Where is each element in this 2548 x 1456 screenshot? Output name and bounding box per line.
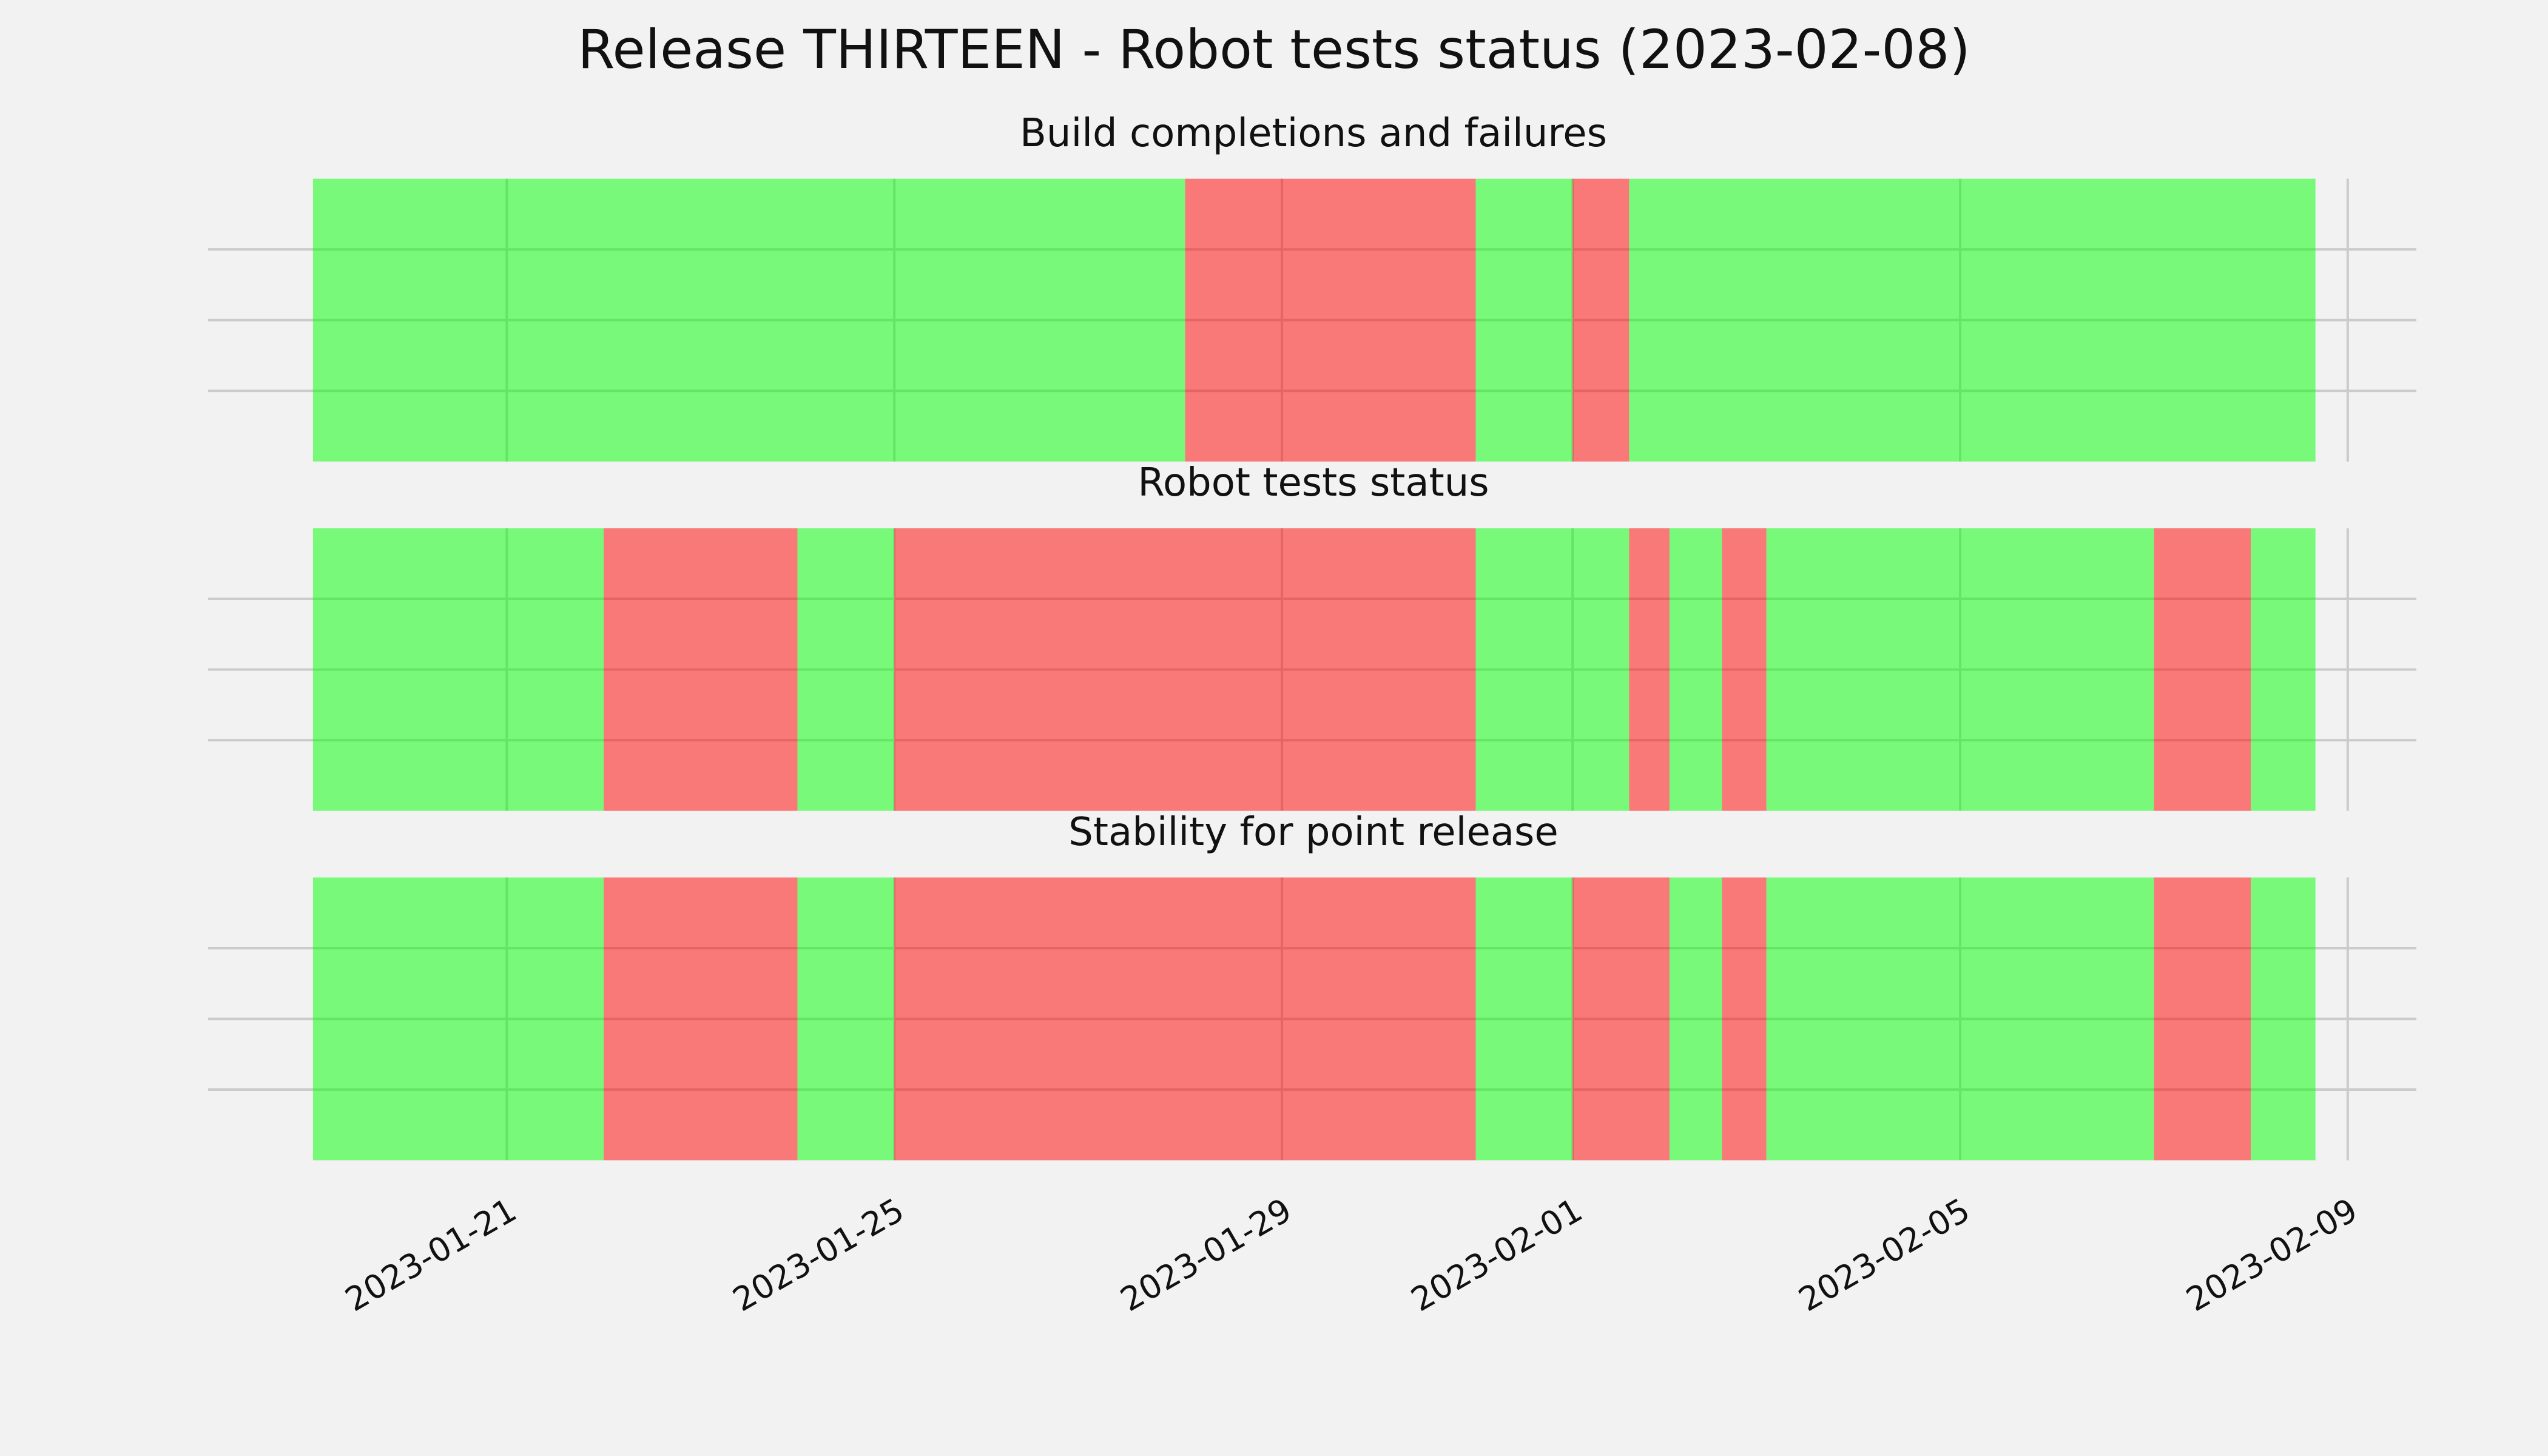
status-band (1572, 178, 1630, 462)
panel-title: Stability for point release (1068, 810, 1559, 855)
status-band (2154, 877, 2251, 1161)
status-band (894, 528, 1476, 811)
status-band (797, 528, 895, 811)
status-band (312, 178, 1185, 462)
status-band (1669, 528, 1722, 811)
status-band (1629, 178, 2316, 462)
status-band (2251, 877, 2316, 1161)
status-band (797, 877, 895, 1161)
status-band (1475, 178, 1573, 462)
status-band (1185, 178, 1476, 462)
status-band (604, 877, 798, 1161)
status-band (894, 877, 1476, 1161)
status-band (312, 528, 604, 811)
status-band (1722, 877, 1767, 1161)
status-band (312, 877, 604, 1161)
panel-title: Robot tests status (1138, 460, 1489, 505)
status-band (2251, 528, 2316, 811)
status-band (1475, 528, 1630, 811)
status-band (1766, 528, 2154, 811)
status-band (604, 528, 798, 811)
status-band (1475, 877, 1573, 1161)
status-band (1629, 528, 1670, 811)
status-band (1572, 877, 1670, 1161)
panel-title: Build completions and failures (1020, 111, 1607, 156)
chart-title: Release THIRTEEN - Robot tests status (2… (578, 18, 1970, 81)
status-band (1669, 877, 1722, 1161)
status-band (1766, 877, 2154, 1161)
status-band (2154, 528, 2251, 811)
status-band (1722, 528, 1767, 811)
